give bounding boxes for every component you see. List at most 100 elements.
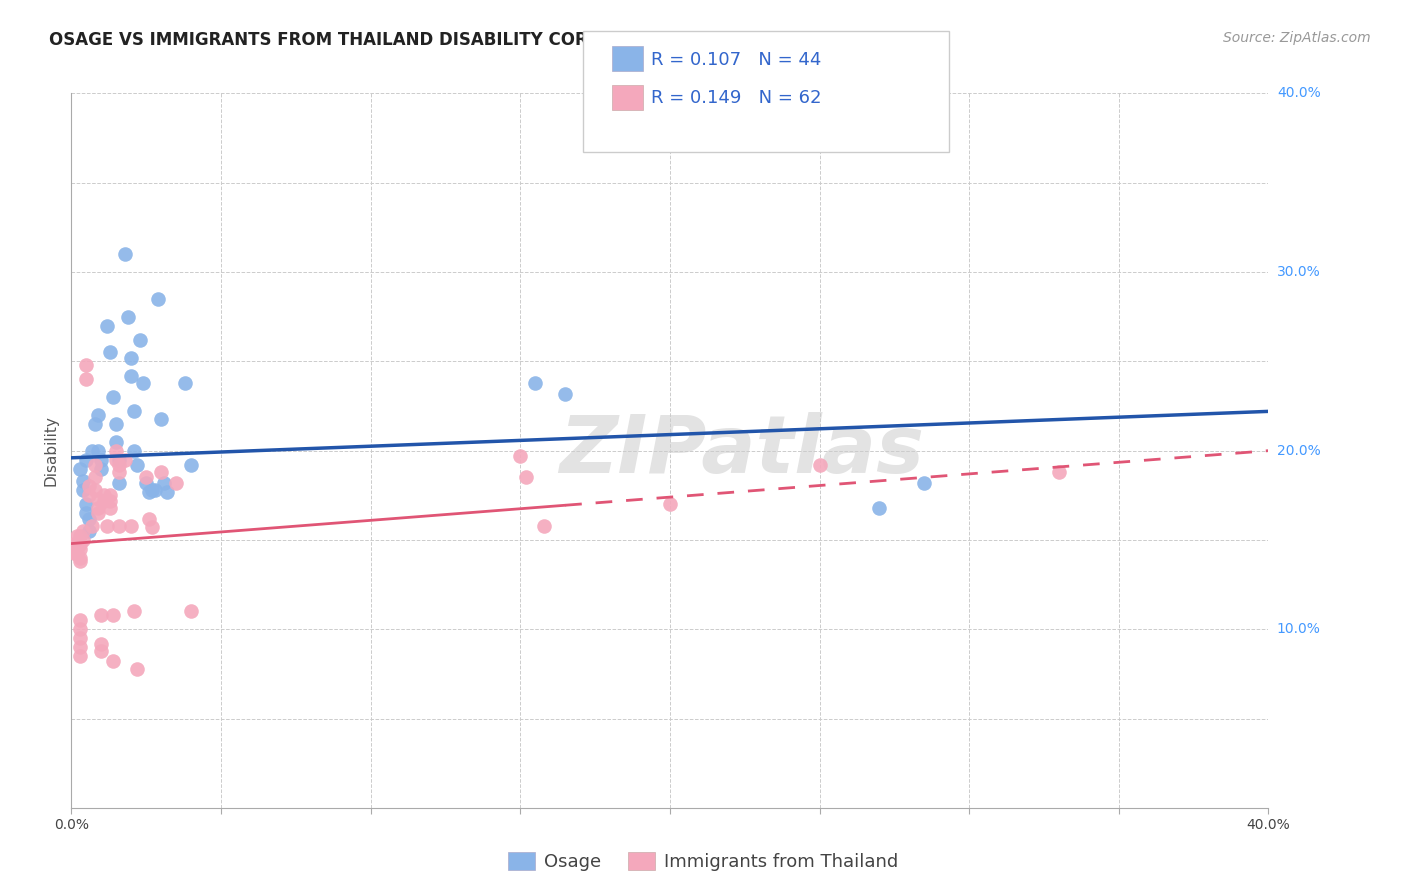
Point <box>533 518 555 533</box>
Point <box>77 488 100 502</box>
Point <box>66 541 89 556</box>
Point <box>122 443 145 458</box>
Text: Source: ZipAtlas.com: Source: ZipAtlas.com <box>1223 31 1371 45</box>
Point <box>77 479 100 493</box>
Point <box>174 376 197 390</box>
Point <box>90 637 112 651</box>
Point <box>98 488 121 502</box>
Point <box>69 550 91 565</box>
Point <box>127 458 149 472</box>
Point <box>69 632 91 646</box>
Point <box>141 483 163 497</box>
Point <box>108 475 131 490</box>
Point <box>105 452 128 467</box>
Point <box>90 608 112 623</box>
Point <box>75 372 97 386</box>
Point <box>69 529 91 543</box>
Point <box>103 608 125 623</box>
Text: ZIPatlas: ZIPatlas <box>560 412 924 490</box>
Point <box>138 511 160 525</box>
Point <box>69 649 91 664</box>
Point <box>1047 465 1070 479</box>
Point <box>108 458 131 472</box>
Point <box>524 376 547 390</box>
Text: 30.0%: 30.0% <box>1277 265 1320 279</box>
Point <box>75 497 97 511</box>
Point <box>129 333 152 347</box>
Point <box>93 493 115 508</box>
Point <box>120 368 142 383</box>
Point <box>69 536 91 550</box>
Point <box>103 655 125 669</box>
Point <box>63 536 86 550</box>
Point <box>150 465 173 479</box>
Point <box>90 452 112 467</box>
Point <box>153 475 176 490</box>
Point <box>77 511 100 525</box>
Point <box>66 547 89 561</box>
Point <box>114 452 136 467</box>
Point <box>82 443 104 458</box>
Point <box>69 461 91 475</box>
Point <box>75 452 97 467</box>
Point <box>122 604 145 618</box>
Point <box>515 470 537 484</box>
Point <box>180 604 202 618</box>
Point <box>84 458 107 472</box>
Point <box>87 443 110 458</box>
Point <box>72 524 94 538</box>
Point <box>105 443 128 458</box>
Point <box>180 458 202 472</box>
Text: 40.0%: 40.0% <box>1277 87 1320 101</box>
Point <box>108 465 131 479</box>
Point <box>912 475 935 490</box>
Point <box>120 351 142 365</box>
Point <box>135 470 157 484</box>
Point <box>90 644 112 658</box>
Point <box>98 493 121 508</box>
Point <box>114 247 136 261</box>
Point <box>87 408 110 422</box>
Point <box>135 475 157 490</box>
Point <box>138 484 160 499</box>
Point <box>66 536 89 550</box>
Point <box>156 484 179 499</box>
Point <box>90 461 112 475</box>
Point <box>143 483 166 497</box>
Point <box>87 491 110 506</box>
Point <box>96 518 118 533</box>
Point <box>108 452 131 467</box>
Point <box>120 518 142 533</box>
Point <box>141 520 163 534</box>
Point <box>84 417 107 431</box>
Point <box>127 662 149 676</box>
Point <box>66 529 89 543</box>
Point <box>808 458 831 472</box>
Point <box>105 417 128 431</box>
Point <box>105 434 128 449</box>
Point <box>108 518 131 533</box>
Point <box>117 310 139 324</box>
Point <box>509 449 531 463</box>
Text: 20.0%: 20.0% <box>1277 443 1320 458</box>
Point <box>122 404 145 418</box>
Point <box>63 545 86 559</box>
Text: R = 0.149   N = 62: R = 0.149 N = 62 <box>651 89 821 107</box>
Point <box>84 470 107 484</box>
Point <box>98 345 121 359</box>
Point <box>72 474 94 488</box>
Point <box>103 390 125 404</box>
Point <box>658 497 681 511</box>
Y-axis label: Disability: Disability <box>44 416 58 486</box>
Point <box>132 376 155 390</box>
Point <box>77 524 100 538</box>
Point <box>98 500 121 515</box>
Point <box>554 386 576 401</box>
Point <box>72 483 94 497</box>
Point <box>69 614 91 628</box>
Text: OSAGE VS IMMIGRANTS FROM THAILAND DISABILITY CORRELATION CHART: OSAGE VS IMMIGRANTS FROM THAILAND DISABI… <box>49 31 748 49</box>
Point <box>87 500 110 515</box>
Point <box>93 488 115 502</box>
Point <box>69 541 91 556</box>
Text: 10.0%: 10.0% <box>1277 623 1320 636</box>
